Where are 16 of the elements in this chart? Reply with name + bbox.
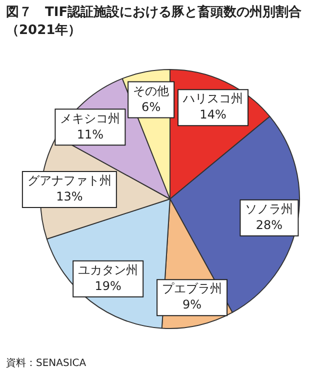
- chart-title: 図７ TIF認証施設における豚と畜頭数の州別割合（2021年）: [6, 4, 303, 40]
- data-label: 14%: [200, 108, 226, 122]
- slice-label: ユカタン州: [78, 262, 138, 277]
- data-label: 9%: [182, 298, 202, 312]
- text: 資料：SENASICA: [6, 356, 86, 370]
- data-label: 11%: [76, 127, 104, 142]
- slice-label: プエブラ州: [162, 282, 222, 296]
- data-label: 13%: [56, 190, 83, 204]
- slice-label: メキシコ州: [60, 111, 120, 126]
- slice-label: その他: [133, 84, 170, 98]
- data-label: 6%: [142, 100, 161, 114]
- data-label: 28%: [256, 218, 283, 232]
- slice-label: ソノラ州: [245, 202, 294, 216]
- slice-label: ハリスコ州: [182, 92, 244, 106]
- data-label: 19%: [94, 278, 122, 293]
- slice-label: グアナファト州: [27, 174, 112, 188]
